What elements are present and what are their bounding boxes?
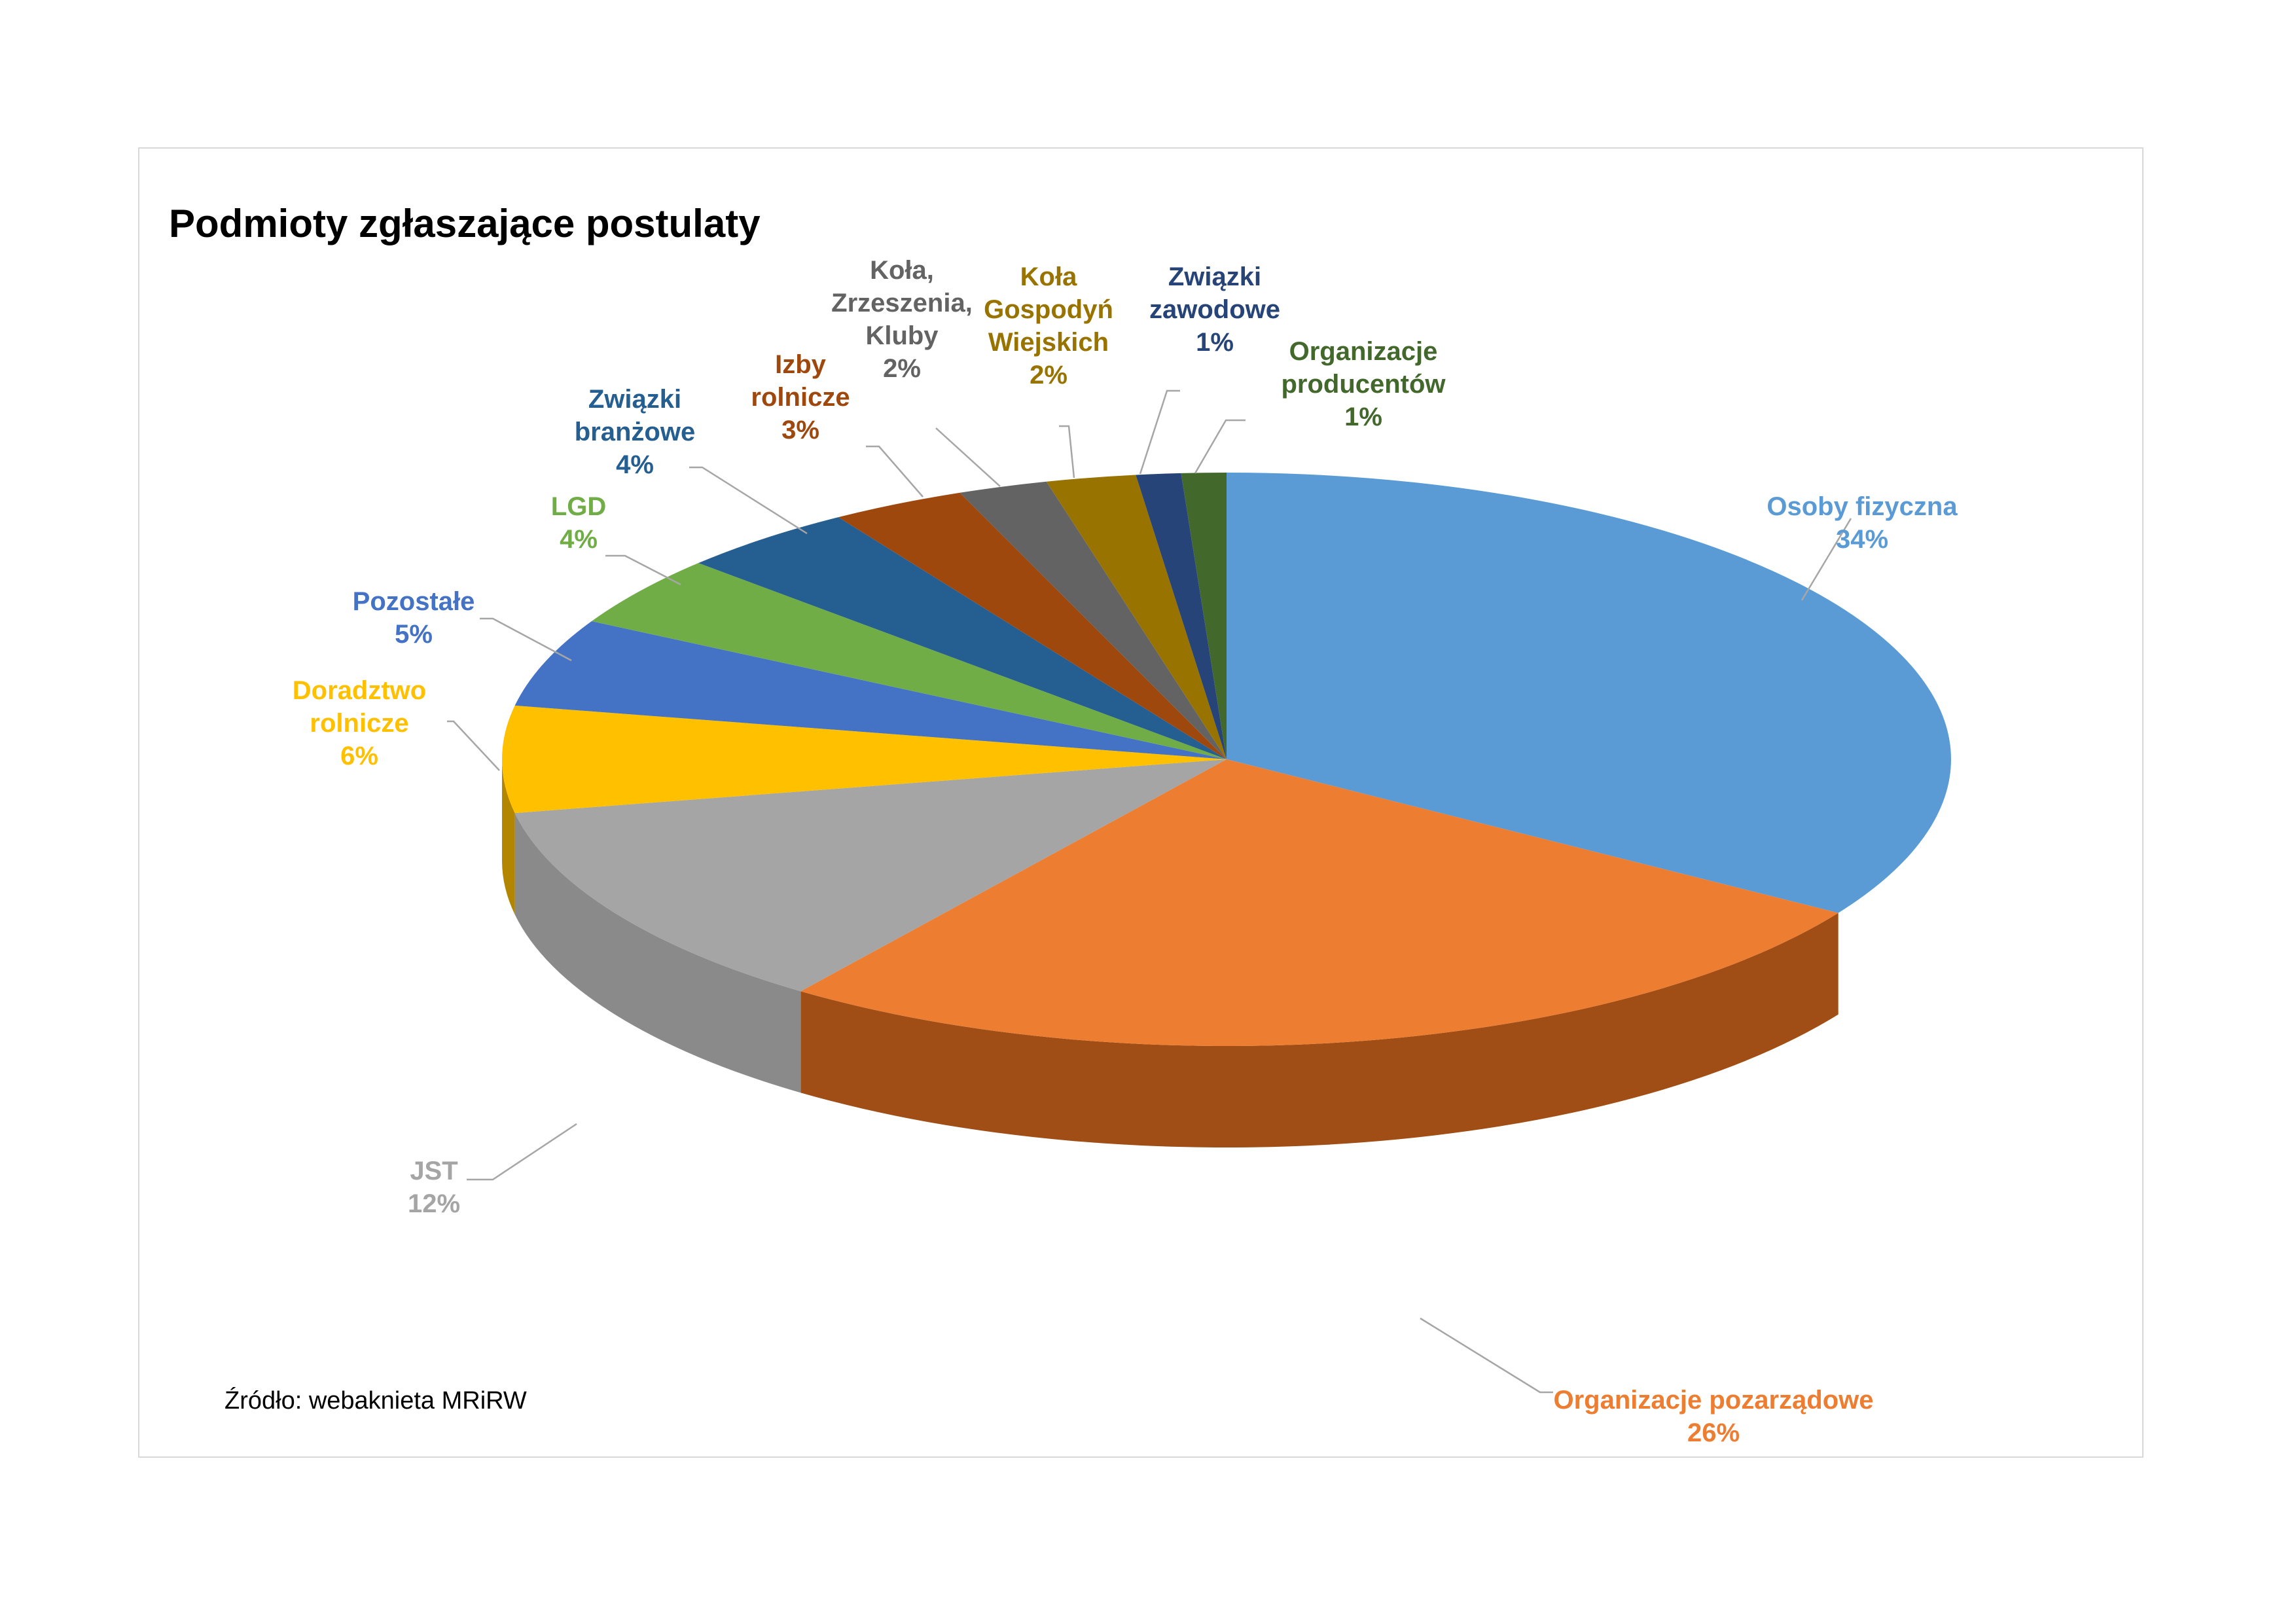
leader-line-5 [605, 554, 681, 586]
slice-label-0: Osoby fizyczna 34% [1767, 492, 1958, 554]
slice-name-8: Koła, [870, 256, 934, 285]
leader-line-9 [1059, 425, 1075, 478]
leader-line-10 [1139, 389, 1180, 475]
slice-name-1: Organizacje pozarządowe [1553, 1386, 1873, 1415]
slice-name-6: Związki [588, 385, 681, 414]
slice-name-8: Zrzeszenia, [831, 289, 973, 317]
slice-label-3: Doradztwo rolnicze 6% [293, 676, 426, 770]
leader-line-8 [935, 427, 1001, 487]
slice-percent-3: 6% [340, 742, 378, 770]
slice-name-9: Gospodyń [984, 295, 1113, 324]
pie-sides [502, 759, 1839, 1147]
pie-slice-4 [514, 621, 1227, 759]
slice-name-0: Osoby fizyczna [1767, 492, 1958, 521]
pie-tops [502, 473, 1951, 1046]
source-note: Źródło: webaknieta MRiRW [224, 1386, 527, 1415]
slice-label-8: Koła, Zrzeszenia, Kluby 2% [831, 256, 973, 383]
slice-name-5: LGD [551, 492, 606, 521]
leader-line-4 [480, 617, 572, 662]
leader-line-7 [866, 445, 924, 497]
slice-percent-1: 26% [1687, 1418, 1740, 1447]
slice-percent-11: 1% [1344, 403, 1382, 431]
slice-name-2: JST [410, 1157, 457, 1185]
leader-line-6 [689, 466, 808, 535]
leader-line-1 [1420, 1317, 1553, 1394]
pie-slice-8 [960, 481, 1227, 759]
slice-label-5: LGD 4% [551, 492, 606, 554]
slice-name-10: zawodowe [1149, 295, 1280, 324]
pie-slice-3 [502, 705, 1227, 814]
slice-label-11: Organizacje producentów 1% [1281, 337, 1446, 431]
slice-label-6: Związki branżowe 4% [575, 385, 695, 479]
slice-name-7: Izby [775, 350, 827, 379]
slice-percent-10: 1% [1196, 328, 1234, 357]
leader-line-0 [1801, 518, 1852, 601]
pie-slice-6 [698, 517, 1227, 759]
pie-slice-1 [800, 759, 1839, 1046]
slice-percent-9: 2% [1030, 361, 1067, 389]
pie-side-1 [800, 912, 1839, 1147]
slice-name-6: branżowe [575, 418, 695, 446]
slice-name-3: Doradztwo [293, 676, 426, 705]
slice-name-9: Wiejskich [988, 328, 1109, 357]
slice-name-4: Pozostałe [353, 587, 475, 616]
slice-percent-7: 3% [781, 416, 819, 444]
leader-line-11 [1194, 419, 1246, 474]
slice-name-11: producentów [1281, 370, 1446, 399]
slice-label-7: Izby rolnicze 3% [751, 350, 850, 444]
slice-name-3: rolnicze [310, 709, 408, 738]
slice-percent-4: 5% [395, 620, 433, 649]
slice-label-2: JST 12% [408, 1157, 460, 1218]
slice-name-10: Związki [1168, 262, 1261, 291]
leader-lines [447, 389, 1852, 1394]
pie-slice-2 [514, 759, 1227, 992]
pie-side-3 [502, 759, 515, 915]
slice-percent-0: 34% [1836, 525, 1888, 554]
chart-frame: Podmioty zgłaszające postulaty Osoby fiz… [138, 147, 2144, 1458]
pie-slice-5 [591, 563, 1227, 759]
slice-labels: Osoby fizyczna 34% Organizacje pozarządowe… [293, 256, 1958, 1447]
slice-label-9: Koła Gospodyń Wiejskich 2% [984, 262, 1113, 389]
pie-slice-11 [1181, 473, 1227, 759]
slice-name-8: Kluby [865, 321, 939, 350]
leader-line-3 [447, 720, 500, 771]
slice-name-7: rolnicze [751, 383, 850, 412]
pie-slice-0 [1227, 473, 1951, 913]
slice-label-10: Związki zawodowe 1% [1149, 262, 1280, 357]
pie-chart: Podmioty zgłaszające postulaty Osoby fiz… [169, 202, 1958, 1447]
chart-title: Podmioty zgłaszające postulaty [169, 202, 761, 245]
slice-percent-5: 4% [560, 525, 598, 554]
slice-name-11: Organizacje [1289, 337, 1438, 366]
pie-side-2 [514, 813, 801, 1093]
slice-percent-8: 2% [883, 354, 921, 383]
leader-line-2 [467, 1123, 577, 1181]
slice-percent-6: 4% [616, 450, 654, 479]
slice-label-4: Pozostałe 5% [353, 587, 475, 649]
slice-percent-2: 12% [408, 1189, 460, 1218]
pie-slice-9 [1046, 475, 1227, 759]
slice-name-9: Koła [1020, 262, 1077, 291]
pie-slice-10 [1136, 473, 1227, 759]
slice-label-1: Organizacje pozarządowe 26% [1553, 1386, 1873, 1447]
pie-slice-7 [838, 492, 1227, 759]
